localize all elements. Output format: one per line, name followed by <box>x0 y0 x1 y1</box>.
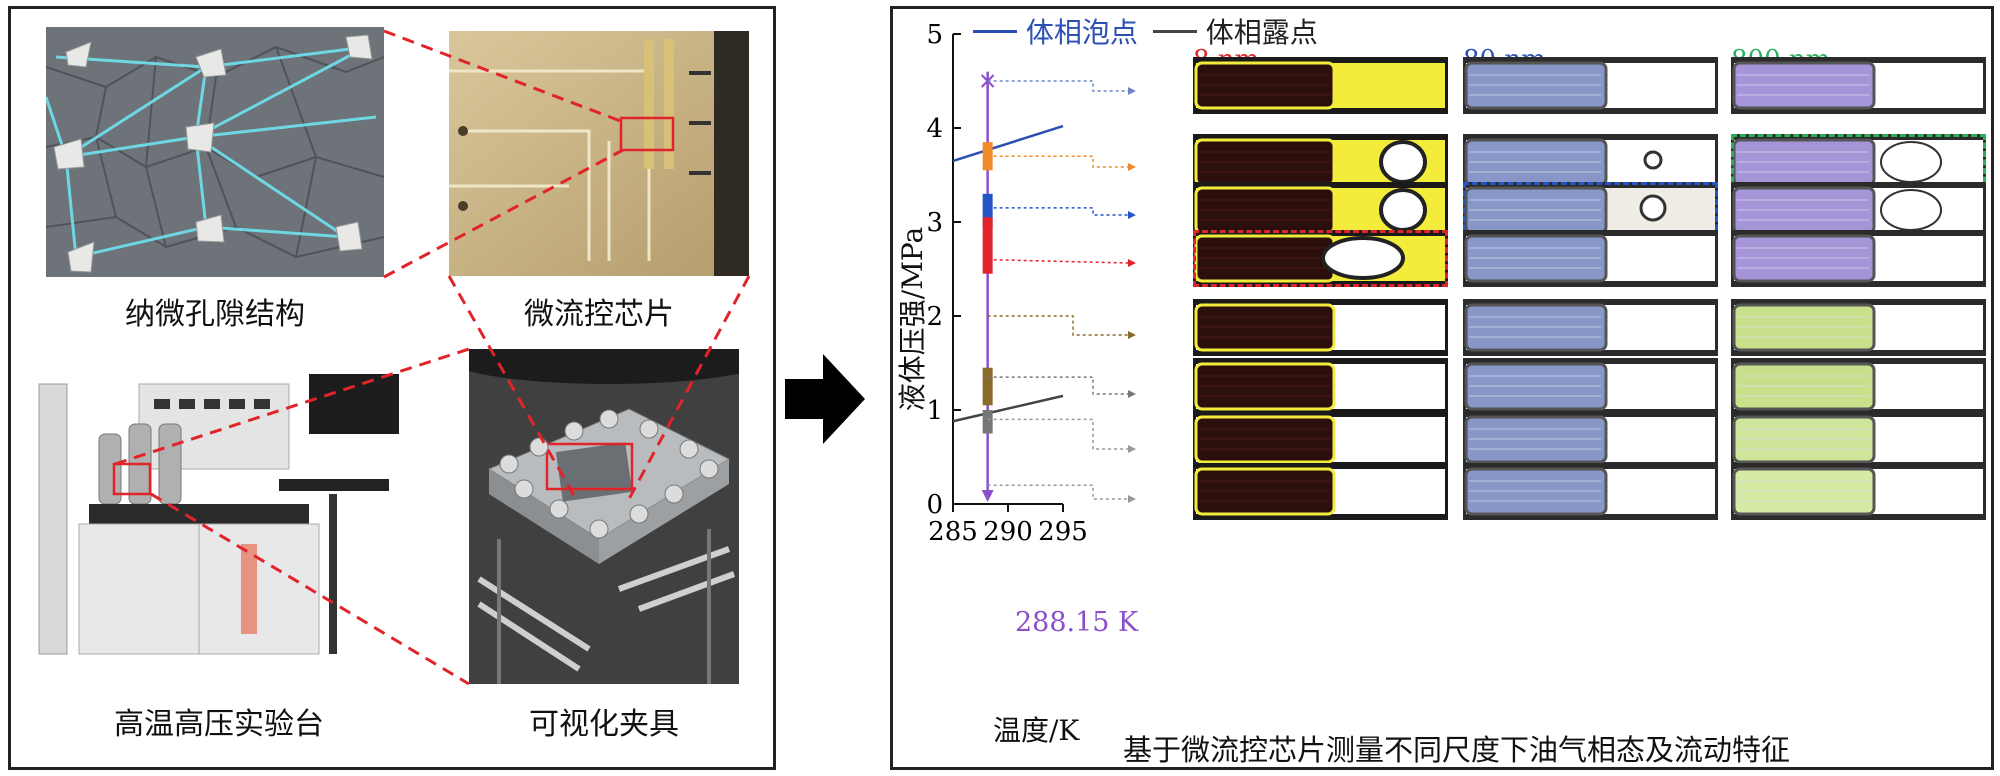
caption-test-bench: 高温高压实验台 <box>114 707 324 742</box>
tube-image-row4-col2 <box>1463 230 1718 287</box>
pressure-leader-line <box>987 155 1128 168</box>
tube-image-row3-col3 <box>1731 182 1986 239</box>
y-tick-label: 1 <box>926 396 943 426</box>
tube-image-row2-col2 <box>1463 134 1718 191</box>
fixture-image <box>469 349 739 684</box>
tube-image-row4-col3 <box>1731 230 1986 287</box>
legend-bubble-label: 体相泡点 <box>1025 16 1138 49</box>
tube-image-row4-col1 <box>1193 230 1448 287</box>
left-panel: 纳微孔隙结构 <box>8 6 776 770</box>
caption-nano-pore: 纳微孔隙结构 <box>125 297 305 332</box>
pressure-leader-line <box>987 80 1128 92</box>
pressure-leader-line <box>987 484 1128 500</box>
tube-image-row8-col3 <box>1731 463 1986 520</box>
nano-pore-image <box>46 27 384 277</box>
pressure-segment-bar <box>982 217 993 274</box>
tube-image-row6-col3 <box>1731 358 1986 415</box>
tube-image-row2-col1 <box>1193 134 1448 191</box>
tube-image-row7-col3 <box>1731 411 1986 468</box>
series-lines <box>952 124 1064 423</box>
bubble-point-line <box>952 124 1064 163</box>
y-tick-label: 2 <box>926 302 943 332</box>
tube-image-row1-col3 <box>1731 57 1986 114</box>
chip-drawing <box>449 31 749 276</box>
legend-bubble-swatch <box>973 29 1017 33</box>
tube-image-row1-col2 <box>1463 57 1718 114</box>
leader-arrowhead <box>1128 331 1136 339</box>
pressure-leader-line <box>987 418 1128 450</box>
y-axis-ticks: 0 1 2 3 4 5 <box>926 20 961 520</box>
leader-arrowhead <box>1128 163 1136 171</box>
leader-arrowhead <box>1128 211 1136 219</box>
y-tick-label: 5 <box>926 20 943 50</box>
x-axis-label: 温度/K <box>993 714 1080 747</box>
pressure-segment-bar <box>982 410 993 434</box>
tube-image-row7-col2 <box>1463 411 1718 468</box>
temperature-marker-label: 288.15 K <box>1015 607 1139 638</box>
y-tick-label: 3 <box>926 208 943 238</box>
pressure-leader-line <box>987 258 1129 264</box>
x-axis-ticks: 285 290 295 <box>928 504 1088 547</box>
tube-image-row8-col1 <box>1193 463 1448 520</box>
temperature-marker-group <box>980 71 995 502</box>
tube-image-row5-col2 <box>1463 299 1718 356</box>
pressure-leader-line <box>987 376 1128 395</box>
tube-image-row5-col1 <box>1193 299 1448 356</box>
temperature-marker-arrowhead <box>981 490 994 502</box>
caption-microfluidic-chip: 微流控芯片 <box>524 297 674 332</box>
tube-image-row1-col1 <box>1193 57 1448 114</box>
fixture-drawing <box>469 349 739 684</box>
right-arrow-icon <box>785 354 865 444</box>
pressure-leader-lines <box>987 80 1136 503</box>
pore-network-drawing <box>46 27 384 277</box>
caption-fixture: 可视化夹具 <box>529 707 679 742</box>
leader-arrowhead <box>1128 390 1136 398</box>
test-bench-image <box>29 364 409 664</box>
leader-arrowhead <box>1128 445 1136 453</box>
leader-arrowhead <box>1128 259 1136 267</box>
y-axis-label: 液体压强/MPa <box>896 226 929 412</box>
x-tick-label: 295 <box>1038 517 1088 547</box>
y-tick-label: 0 <box>926 490 943 520</box>
tube-image-row8-col2 <box>1463 463 1718 520</box>
pressure-segment-bar <box>982 193 993 227</box>
tube-image-row5-col3 <box>1731 299 1986 356</box>
leader-arrowhead <box>1128 495 1136 503</box>
legend: 体相泡点 体相露点 <box>973 11 1318 49</box>
leader-arrowhead <box>1128 87 1136 95</box>
tube-image-row3-col1 <box>1193 182 1448 239</box>
right-panel-caption: 基于微流控芯片测量不同尺度下油气相态及流动特征 <box>1123 733 1791 767</box>
dew-point-line <box>952 394 1064 423</box>
pressure-segment-bar <box>982 367 993 406</box>
tube-image-row3-col2 <box>1463 182 1718 239</box>
pressure-leader-line <box>987 315 1128 336</box>
x-tick-label: 285 <box>928 517 978 547</box>
pressure-leader-line <box>987 207 1128 216</box>
legend-dew-label: 体相露点 <box>1205 16 1318 49</box>
phase-chart: 0 1 2 3 4 5 285 290 295 <box>926 20 1136 547</box>
x-tick-label: 290 <box>983 517 1033 547</box>
legend-dew-swatch <box>1152 29 1197 33</box>
tube-image-row2-col3 <box>1731 134 1986 191</box>
tube-image-row7-col1 <box>1193 411 1448 468</box>
y-tick-label: 4 <box>926 114 943 144</box>
tube-image-row6-col1 <box>1193 358 1448 415</box>
microfluidic-chip-image <box>449 31 749 276</box>
tube-image-row6-col2 <box>1463 358 1718 415</box>
test-bench-drawing <box>38 374 399 655</box>
